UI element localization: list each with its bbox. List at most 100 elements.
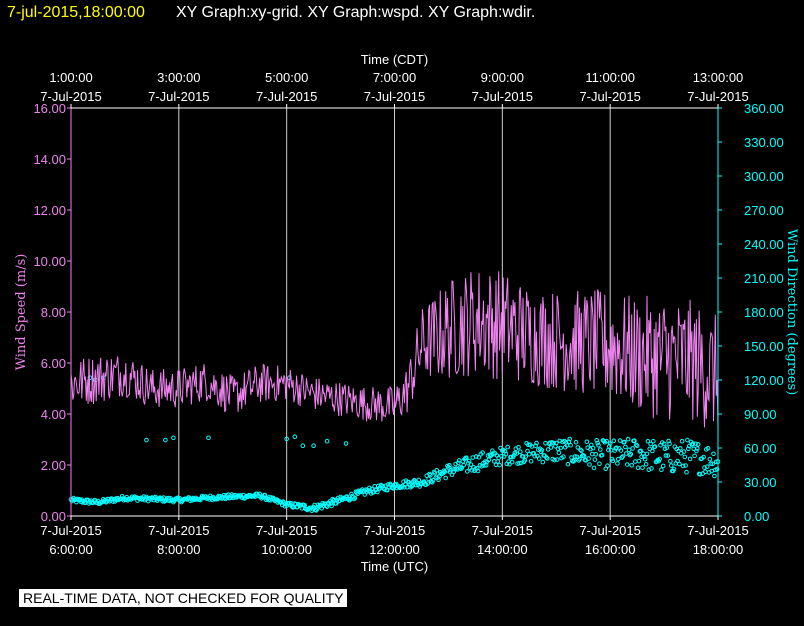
direction-point [590,445,596,451]
direction-point [110,499,116,504]
direction-point [708,461,714,466]
direction-point [695,446,700,451]
direction-point [642,456,648,462]
direction-point [480,450,485,455]
direction-point [520,454,526,459]
direction-point [474,466,480,471]
direction-point [505,444,511,450]
direction-point [558,445,564,451]
direction-point [714,466,720,472]
direction-point [642,454,647,459]
direction-point [690,441,696,446]
top-tick-date: 7-Jul-2015 [40,89,101,104]
direction-point [554,457,560,462]
direction-point [556,450,562,456]
direction-point [697,472,703,477]
bottom-tick-time: 12:00:00 [369,542,420,557]
direction-point [461,462,467,468]
direction-point [684,469,689,475]
bottom-tick-time: 18:00:00 [693,542,744,557]
direction-point [561,454,566,460]
direction-point [679,438,685,444]
direction-point [668,458,673,464]
direction-point [523,454,529,459]
direction-point [627,452,633,458]
direction-point [491,459,497,464]
direction-point [695,442,701,447]
direction-point [604,438,609,444]
direction-point [427,471,432,477]
direction-point [311,443,316,449]
direction-point [588,446,593,452]
direction-series [68,375,721,514]
direction-point [652,444,658,449]
direction-point [677,461,682,467]
right-tick-label: 60.00 [744,441,777,456]
direction-point [712,473,717,479]
direction-point [663,453,669,458]
direction-point [292,434,298,440]
left-tick-label: 6.00 [41,356,66,371]
direction-point [465,469,470,474]
direction-point [447,463,452,468]
right-tick-label: 120.00 [744,373,784,388]
direction-point [660,463,666,469]
direction-point [661,441,667,447]
direction-point [694,448,699,454]
top-tick-time: 11:00:00 [585,70,635,85]
direction-point [574,454,580,460]
right-tick-label: 240.00 [744,237,784,252]
direction-point [626,447,632,453]
top-tick-date: 7-Jul-2015 [687,89,748,104]
direction-point [633,459,638,464]
direction-point [595,440,600,446]
right-tick-label: 150.00 [744,339,784,354]
bottom-tick-date: 7-Jul-2015 [579,523,640,538]
left-axis-title: Wind Speed (m/s) [14,254,29,371]
direction-point [571,459,576,464]
direction-point [692,453,697,459]
direction-point [591,465,597,471]
direction-point [545,456,550,461]
direction-point [451,469,457,475]
direction-point [516,445,521,450]
direction-point [486,457,492,463]
direction-point [144,437,149,443]
direction-point [531,451,537,456]
direction-point [633,442,639,448]
left-tick-label: 2.00 [41,458,66,473]
direction-point [548,445,554,450]
direction-point [686,446,691,452]
graph-titles: XY Graph:xy-grid. XY Graph:wspd. XY Grap… [176,4,536,21]
direction-point [374,487,379,492]
direction-point [579,448,584,454]
direction-point [705,446,711,451]
direction-point [430,477,436,483]
direction-point [632,438,637,444]
direction-point [425,481,431,486]
direction-point [441,468,447,474]
right-tick-label: 0.00 [744,509,769,524]
right-tick-label: 180.00 [744,305,784,320]
direction-point [651,438,656,444]
direction-point [657,456,662,462]
direction-point [622,439,627,445]
direction-point [221,492,227,498]
top-axis-title: Time (CDT) [361,52,428,67]
direction-point [644,451,650,457]
direction-point [488,453,494,459]
direction-point [650,448,655,454]
direction-point [206,435,211,441]
direction-point [351,496,357,502]
direction-point [620,454,626,459]
direction-point [685,437,690,443]
direction-point [491,451,496,456]
direction-point [343,441,349,446]
bottom-tick-time: 10:00:00 [261,542,312,557]
right-tick-label: 300.00 [744,169,784,184]
direction-point [707,456,713,462]
direction-point [499,453,504,459]
direction-point [518,449,523,455]
left-tick-label: 16.00 [33,101,66,116]
direction-point [671,466,677,472]
